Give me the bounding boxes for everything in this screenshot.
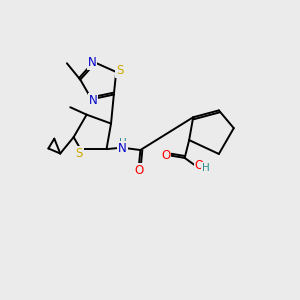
Text: N: N [88, 56, 96, 69]
Text: N: N [118, 142, 127, 155]
Text: H: H [119, 138, 126, 148]
Text: N: N [89, 94, 98, 107]
Text: O: O [195, 159, 204, 172]
Text: O: O [134, 164, 143, 177]
Text: S: S [75, 147, 83, 160]
Text: S: S [116, 64, 124, 77]
Text: H: H [202, 163, 209, 173]
Text: O: O [161, 149, 170, 162]
